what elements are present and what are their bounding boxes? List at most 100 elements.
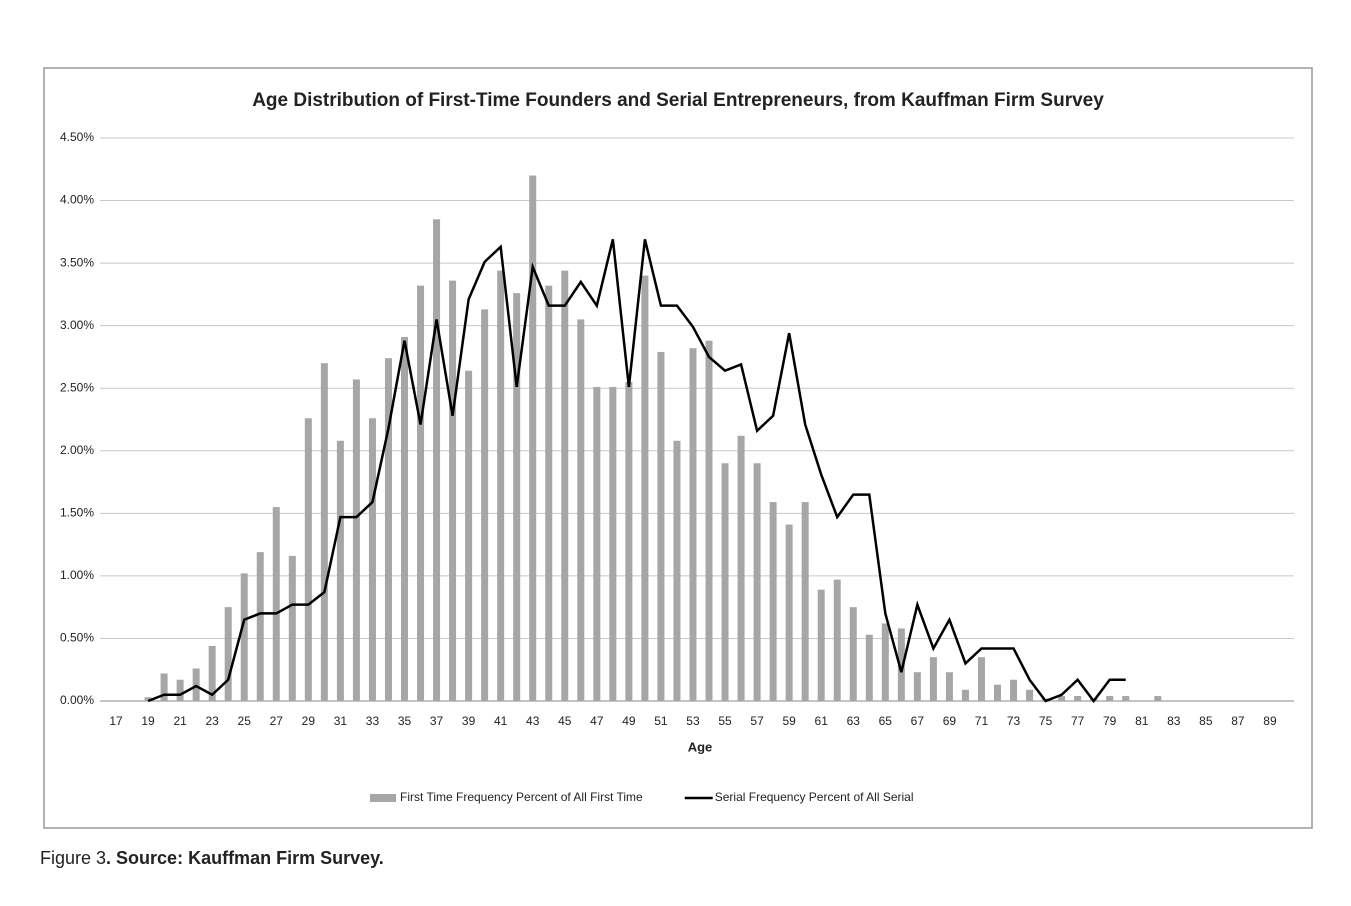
x-tick-label: 79 — [1103, 714, 1117, 728]
x-tick-label: 43 — [526, 714, 540, 728]
x-tick-label: 75 — [1039, 714, 1053, 728]
bar — [977, 657, 985, 701]
bar — [336, 440, 344, 701]
x-axis-label: Age — [688, 739, 713, 754]
bar — [449, 280, 457, 701]
bar — [160, 673, 168, 701]
bar — [545, 285, 553, 701]
bar — [994, 684, 1001, 701]
bar — [961, 689, 969, 701]
bar — [256, 552, 264, 701]
bar — [1106, 695, 1114, 701]
x-tick-label: 57 — [750, 714, 764, 728]
bar — [673, 440, 681, 701]
y-tick-label: 2.00% — [60, 443, 94, 457]
x-tick-label: 61 — [815, 714, 829, 728]
x-tick-label: 53 — [686, 714, 700, 728]
bar — [1122, 695, 1130, 701]
y-tick-label: 3.50% — [60, 255, 94, 269]
bar — [433, 219, 441, 702]
bar — [513, 293, 521, 701]
bar — [417, 285, 425, 701]
x-tick-label: 63 — [847, 714, 861, 728]
x-tick-label: 69 — [943, 714, 957, 728]
bar — [1154, 695, 1162, 701]
line — [147, 239, 1126, 704]
x-tick-label: 27 — [270, 714, 284, 728]
x-tick-label: 31 — [334, 714, 348, 728]
bar — [1010, 679, 1018, 701]
bar — [897, 628, 905, 701]
bar — [721, 463, 729, 701]
legend-label: First Time Frequency Percent of All Firs… — [400, 790, 643, 804]
caption-text: . Source: Kauffman Firm Survey. — [106, 848, 384, 868]
bar — [1058, 695, 1066, 701]
bar — [1026, 689, 1034, 701]
x-tick-label: 47 — [590, 714, 604, 728]
caption-label: Figure 3 — [40, 848, 106, 868]
x-tick-label: 21 — [173, 714, 187, 728]
x-tick-label: 51 — [654, 714, 668, 728]
x-tick-label: 35 — [398, 714, 412, 728]
x-tick-label: 77 — [1071, 714, 1085, 728]
bar — [577, 319, 585, 701]
bar — [529, 175, 537, 702]
x-tick-label: 33 — [366, 714, 380, 728]
bar — [945, 672, 953, 701]
y-tick-label: 4.50% — [60, 130, 94, 144]
bar — [849, 607, 857, 701]
x-tick-label: 87 — [1231, 714, 1245, 728]
bar — [144, 697, 152, 701]
legend-swatch — [370, 794, 396, 802]
x-tick-label: 23 — [205, 714, 219, 728]
bar — [865, 634, 873, 701]
bar — [176, 679, 184, 701]
chart-title: Age Distribution of First-Time Founders … — [252, 90, 1104, 111]
bar — [368, 418, 376, 701]
x-tick-label: 73 — [1007, 714, 1021, 728]
bar — [240, 573, 248, 701]
bar — [753, 463, 761, 701]
x-tick-label: 55 — [718, 714, 732, 728]
bar — [769, 502, 777, 701]
bar — [881, 623, 889, 701]
bar — [288, 555, 296, 701]
bar — [705, 340, 713, 701]
bar — [1074, 695, 1082, 701]
bar — [593, 386, 601, 701]
bar — [481, 309, 489, 701]
bar — [833, 579, 841, 701]
bar — [817, 589, 825, 701]
bar — [657, 351, 665, 701]
x-tick-label: 71 — [975, 714, 989, 728]
x-tick-label: 45 — [558, 714, 572, 728]
bar — [272, 507, 280, 701]
x-tick-label: 17 — [109, 714, 123, 728]
x-tick-label: 81 — [1135, 714, 1149, 728]
y-tick-label: 4.00% — [60, 193, 94, 207]
y-tick-label: 0.00% — [60, 693, 94, 707]
y-tick-label: 3.00% — [60, 318, 94, 332]
bar — [801, 502, 809, 701]
bar — [929, 657, 937, 701]
bar — [384, 358, 392, 701]
bar — [208, 645, 216, 701]
bar — [224, 607, 232, 701]
x-tick-label: 89 — [1263, 714, 1277, 728]
x-tick-label: 39 — [462, 714, 476, 728]
bar — [913, 672, 921, 701]
x-tick-label: 25 — [238, 714, 252, 728]
x-tick-label: 41 — [494, 714, 508, 728]
x-tick-label: 85 — [1199, 714, 1213, 728]
bar — [401, 336, 408, 701]
bar — [689, 348, 697, 701]
caption: Figure 3. Source: Kauffman Firm Survey. — [40, 848, 384, 868]
x-tick-label: 59 — [782, 714, 796, 728]
y-tick-label: 2.50% — [60, 380, 94, 394]
x-tick-label: 83 — [1167, 714, 1181, 728]
bar — [465, 370, 473, 701]
bar — [785, 524, 793, 701]
x-tick-label: 19 — [141, 714, 155, 728]
x-tick-label: 37 — [430, 714, 444, 728]
